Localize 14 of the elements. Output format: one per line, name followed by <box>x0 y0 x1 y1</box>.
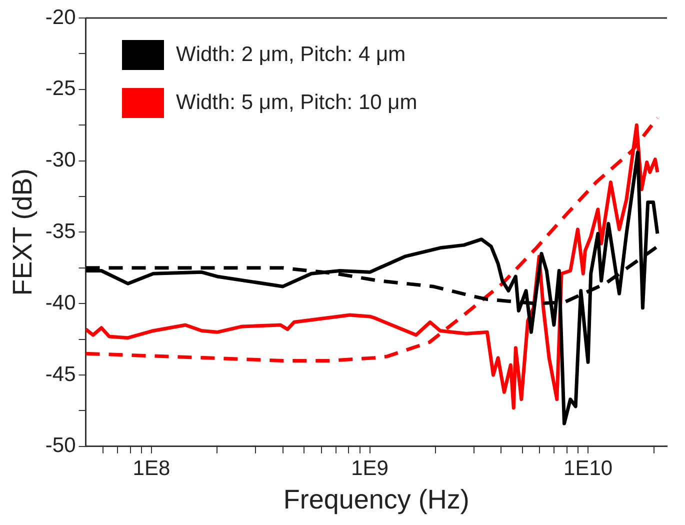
y-tick-label: -45 <box>45 362 76 386</box>
y-axis-title: FEXT (dB) <box>8 168 38 296</box>
legend-label: Width: 5 μm, Pitch: 10 μm <box>176 91 418 115</box>
y-tick-label: -40 <box>45 291 76 314</box>
x-axis-title: Frequency (Hz) <box>283 484 470 514</box>
y-tick-label: -20 <box>45 6 76 29</box>
legend-label: Width: 2 μm, Pitch: 4 μm <box>176 43 406 67</box>
y-tick-label: -50 <box>45 434 76 458</box>
x-tick-label: 1E8 <box>132 456 170 480</box>
y-tick-label: -30 <box>45 148 76 172</box>
y-tick-label: -25 <box>45 77 76 100</box>
x-tick-label: 1E9 <box>351 456 388 480</box>
x-tick-label: 1E10 <box>564 456 613 480</box>
y-tick-label: -35 <box>45 220 76 243</box>
